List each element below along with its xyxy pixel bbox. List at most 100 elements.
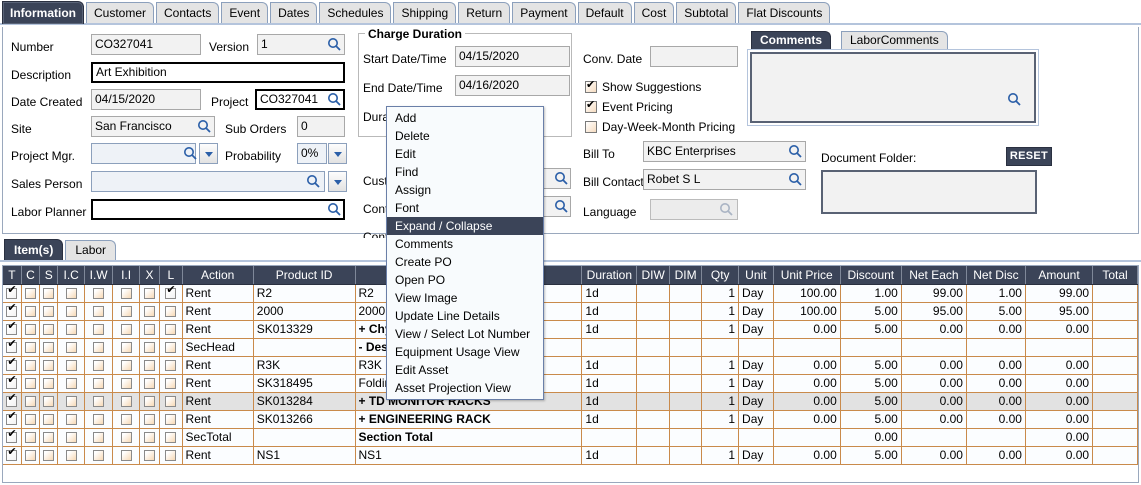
row-checkbox-ic[interactable] xyxy=(57,410,85,429)
grid-col-i-w[interactable]: I.W xyxy=(84,266,114,285)
cell-total[interactable] xyxy=(1092,284,1138,303)
cell-amount[interactable]: 99.00 xyxy=(1025,284,1094,303)
cell-total[interactable] xyxy=(1092,446,1138,465)
checkbox-iw-icon[interactable] xyxy=(93,378,105,390)
checkbox-c-icon[interactable] xyxy=(24,360,36,372)
cell-dim[interactable] xyxy=(669,338,703,357)
cell-discount[interactable]: 5.00 xyxy=(840,410,902,429)
checkbox-x-icon[interactable] xyxy=(144,432,155,444)
cell-qty[interactable]: 1 xyxy=(701,356,740,375)
cell-dim[interactable] xyxy=(669,356,703,375)
cell-diw[interactable] xyxy=(636,320,670,339)
cell-unit[interactable]: Day xyxy=(738,356,774,375)
row-checkbox-s[interactable] xyxy=(39,356,59,375)
cell-duration[interactable]: 1d xyxy=(581,374,638,393)
checkbox-ic-icon[interactable] xyxy=(65,432,77,444)
cell-diw[interactable] xyxy=(636,374,670,393)
cell-duration[interactable]: 1d xyxy=(581,446,638,465)
row-checkbox-t[interactable] xyxy=(3,320,22,339)
row-checkbox-ii[interactable] xyxy=(112,428,140,447)
checkbox-t-icon[interactable] xyxy=(6,321,18,336)
checkbox-ii-icon[interactable] xyxy=(120,288,132,300)
project-search-icon[interactable] xyxy=(327,92,341,106)
checkbox-t-icon[interactable] xyxy=(6,411,18,426)
checkbox-x-icon[interactable] xyxy=(144,288,155,300)
cell-total[interactable] xyxy=(1092,302,1138,321)
menu-item-font[interactable]: Font xyxy=(395,201,420,215)
cell-product-id[interactable] xyxy=(253,338,356,357)
row-checkbox-x[interactable] xyxy=(139,320,161,339)
number-input[interactable]: CO327041 xyxy=(91,34,201,55)
cell-unit[interactable]: Day xyxy=(738,410,774,429)
row-checkbox-ic[interactable] xyxy=(57,356,85,375)
cell-amount[interactable] xyxy=(1025,338,1094,357)
row-checkbox-s[interactable] xyxy=(39,428,59,447)
checkbox-l-icon[interactable] xyxy=(165,324,177,336)
cell-action[interactable]: SecTotal xyxy=(182,428,254,447)
row-checkbox-c[interactable] xyxy=(21,374,41,393)
cell-action[interactable]: Rent xyxy=(182,392,254,411)
cell-dim[interactable] xyxy=(669,302,703,321)
cell-discount[interactable]: 5.00 xyxy=(840,446,902,465)
cell-net-disc[interactable]: 0.00 xyxy=(966,320,1026,339)
row-checkbox-c[interactable] xyxy=(21,446,41,465)
cell-unit[interactable]: Day xyxy=(738,392,774,411)
grid-col-t[interactable]: T xyxy=(3,266,22,285)
cell-product-id[interactable]: SK013329 xyxy=(253,320,356,339)
cell-product-id[interactable]: 2000 xyxy=(253,302,356,321)
row-checkbox-x[interactable] xyxy=(139,428,161,447)
menu-item-find[interactable]: Find xyxy=(395,165,419,179)
checkbox-iw-icon[interactable] xyxy=(93,414,105,426)
checkbox-s-icon[interactable] xyxy=(43,432,55,444)
grid-col-net-disc[interactable]: Net Disc xyxy=(966,266,1026,285)
row-checkbox-s[interactable] xyxy=(39,284,59,303)
event-pricing-checkbox[interactable] xyxy=(585,99,597,113)
menu-item-edit[interactable]: Edit xyxy=(395,147,416,161)
end-datetime-input[interactable]: 04/16/2020 xyxy=(455,75,570,96)
bill-to-search-icon[interactable] xyxy=(788,144,802,158)
checkbox-ic-icon[interactable] xyxy=(65,450,77,462)
checkbox-l-icon[interactable] xyxy=(165,414,177,426)
project-input[interactable]: CO327041 xyxy=(255,89,345,110)
cell-net-each[interactable]: 95.00 xyxy=(901,302,967,321)
cell-qty[interactable]: 1 xyxy=(701,410,740,429)
cell-unit[interactable] xyxy=(738,338,774,357)
checkbox-l-icon[interactable] xyxy=(165,396,177,408)
cell-duration[interactable] xyxy=(581,338,638,357)
cell-description[interactable]: Section Total xyxy=(355,428,583,447)
cell-diw[interactable] xyxy=(636,410,670,429)
cell-total[interactable] xyxy=(1092,428,1138,447)
tab-comments[interactable]: Comments xyxy=(751,31,832,49)
cell-qty[interactable] xyxy=(701,428,740,447)
checkbox-t-icon[interactable] xyxy=(6,375,18,390)
conv-date-input[interactable] xyxy=(650,46,738,67)
row-checkbox-iw[interactable] xyxy=(84,338,114,357)
grid-col-i-i[interactable]: I.I xyxy=(112,266,140,285)
checkbox-x-icon[interactable] xyxy=(144,450,155,462)
menu-item-equipment-usage-view[interactable]: Equipment Usage View xyxy=(395,345,520,359)
cell-net-disc[interactable]: 0.00 xyxy=(966,392,1026,411)
sales-person-search-icon[interactable] xyxy=(306,174,320,188)
checkbox-ic-icon[interactable] xyxy=(65,360,77,372)
cell-total[interactable] xyxy=(1092,338,1138,357)
bill-to-input[interactable]: KBC Enterprises xyxy=(643,141,806,162)
cell-dim[interactable] xyxy=(669,446,703,465)
row-checkbox-t[interactable] xyxy=(3,392,22,411)
row-checkbox-ii[interactable] xyxy=(112,374,140,393)
checkbox-c-icon[interactable] xyxy=(24,414,36,426)
checkbox-t-icon[interactable] xyxy=(6,339,18,354)
cell-net-each[interactable]: 0.00 xyxy=(901,374,967,393)
checkbox-l-icon[interactable] xyxy=(165,285,177,300)
checkbox-t-icon[interactable] xyxy=(6,429,18,444)
cell-unit[interactable]: Day xyxy=(738,374,774,393)
row-checkbox-ii[interactable] xyxy=(112,302,140,321)
checkbox-ii-icon[interactable] xyxy=(120,396,132,408)
row-checkbox-l[interactable] xyxy=(159,302,183,321)
cell-duration[interactable]: 1d xyxy=(581,356,638,375)
cell-description[interactable]: NS1 xyxy=(355,446,583,465)
menu-item-update-line-details[interactable]: Update Line Details xyxy=(395,309,500,323)
menu-item-open-po[interactable]: Open PO xyxy=(395,273,446,287)
grid-col-product-id[interactable]: Product ID xyxy=(253,266,356,285)
